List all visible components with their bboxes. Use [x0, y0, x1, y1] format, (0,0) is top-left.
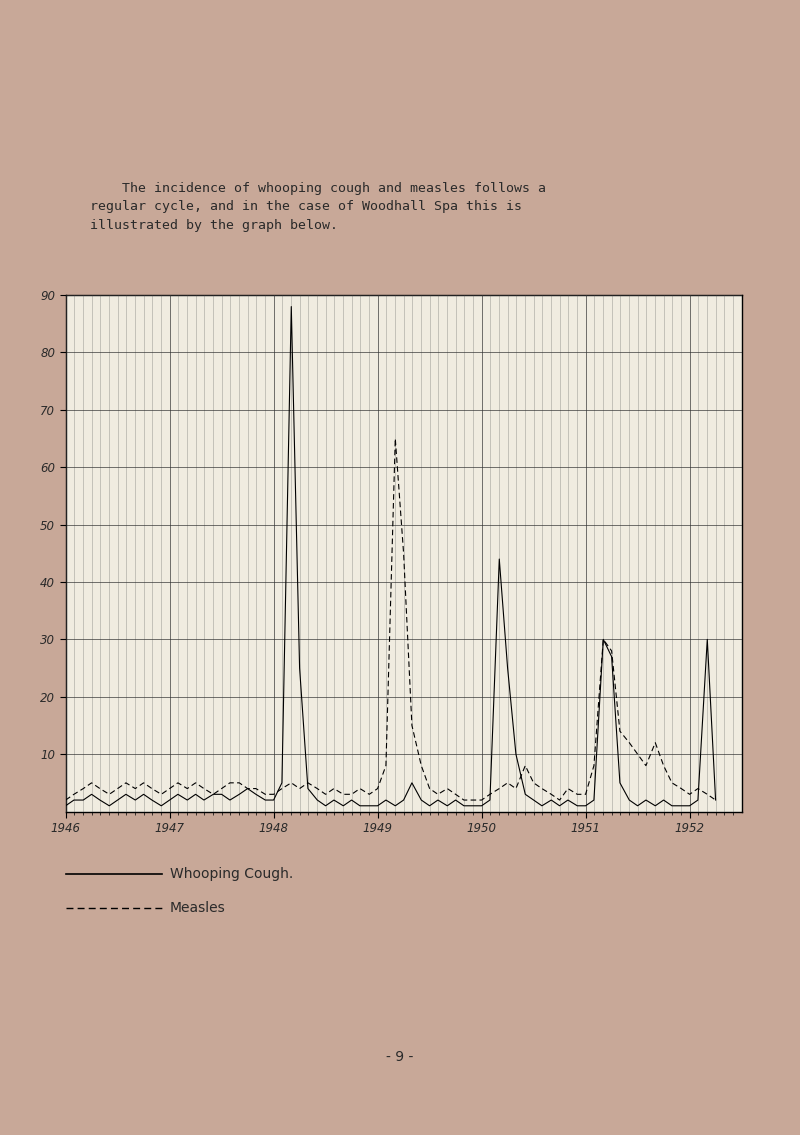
Text: Measles: Measles	[170, 901, 226, 915]
Text: Whooping Cough.: Whooping Cough.	[170, 867, 293, 881]
Text: - 9 -: - 9 -	[386, 1050, 414, 1065]
Text: The incidence of whooping cough and measles follows a
regular cycle, and in the : The incidence of whooping cough and meas…	[90, 182, 546, 232]
